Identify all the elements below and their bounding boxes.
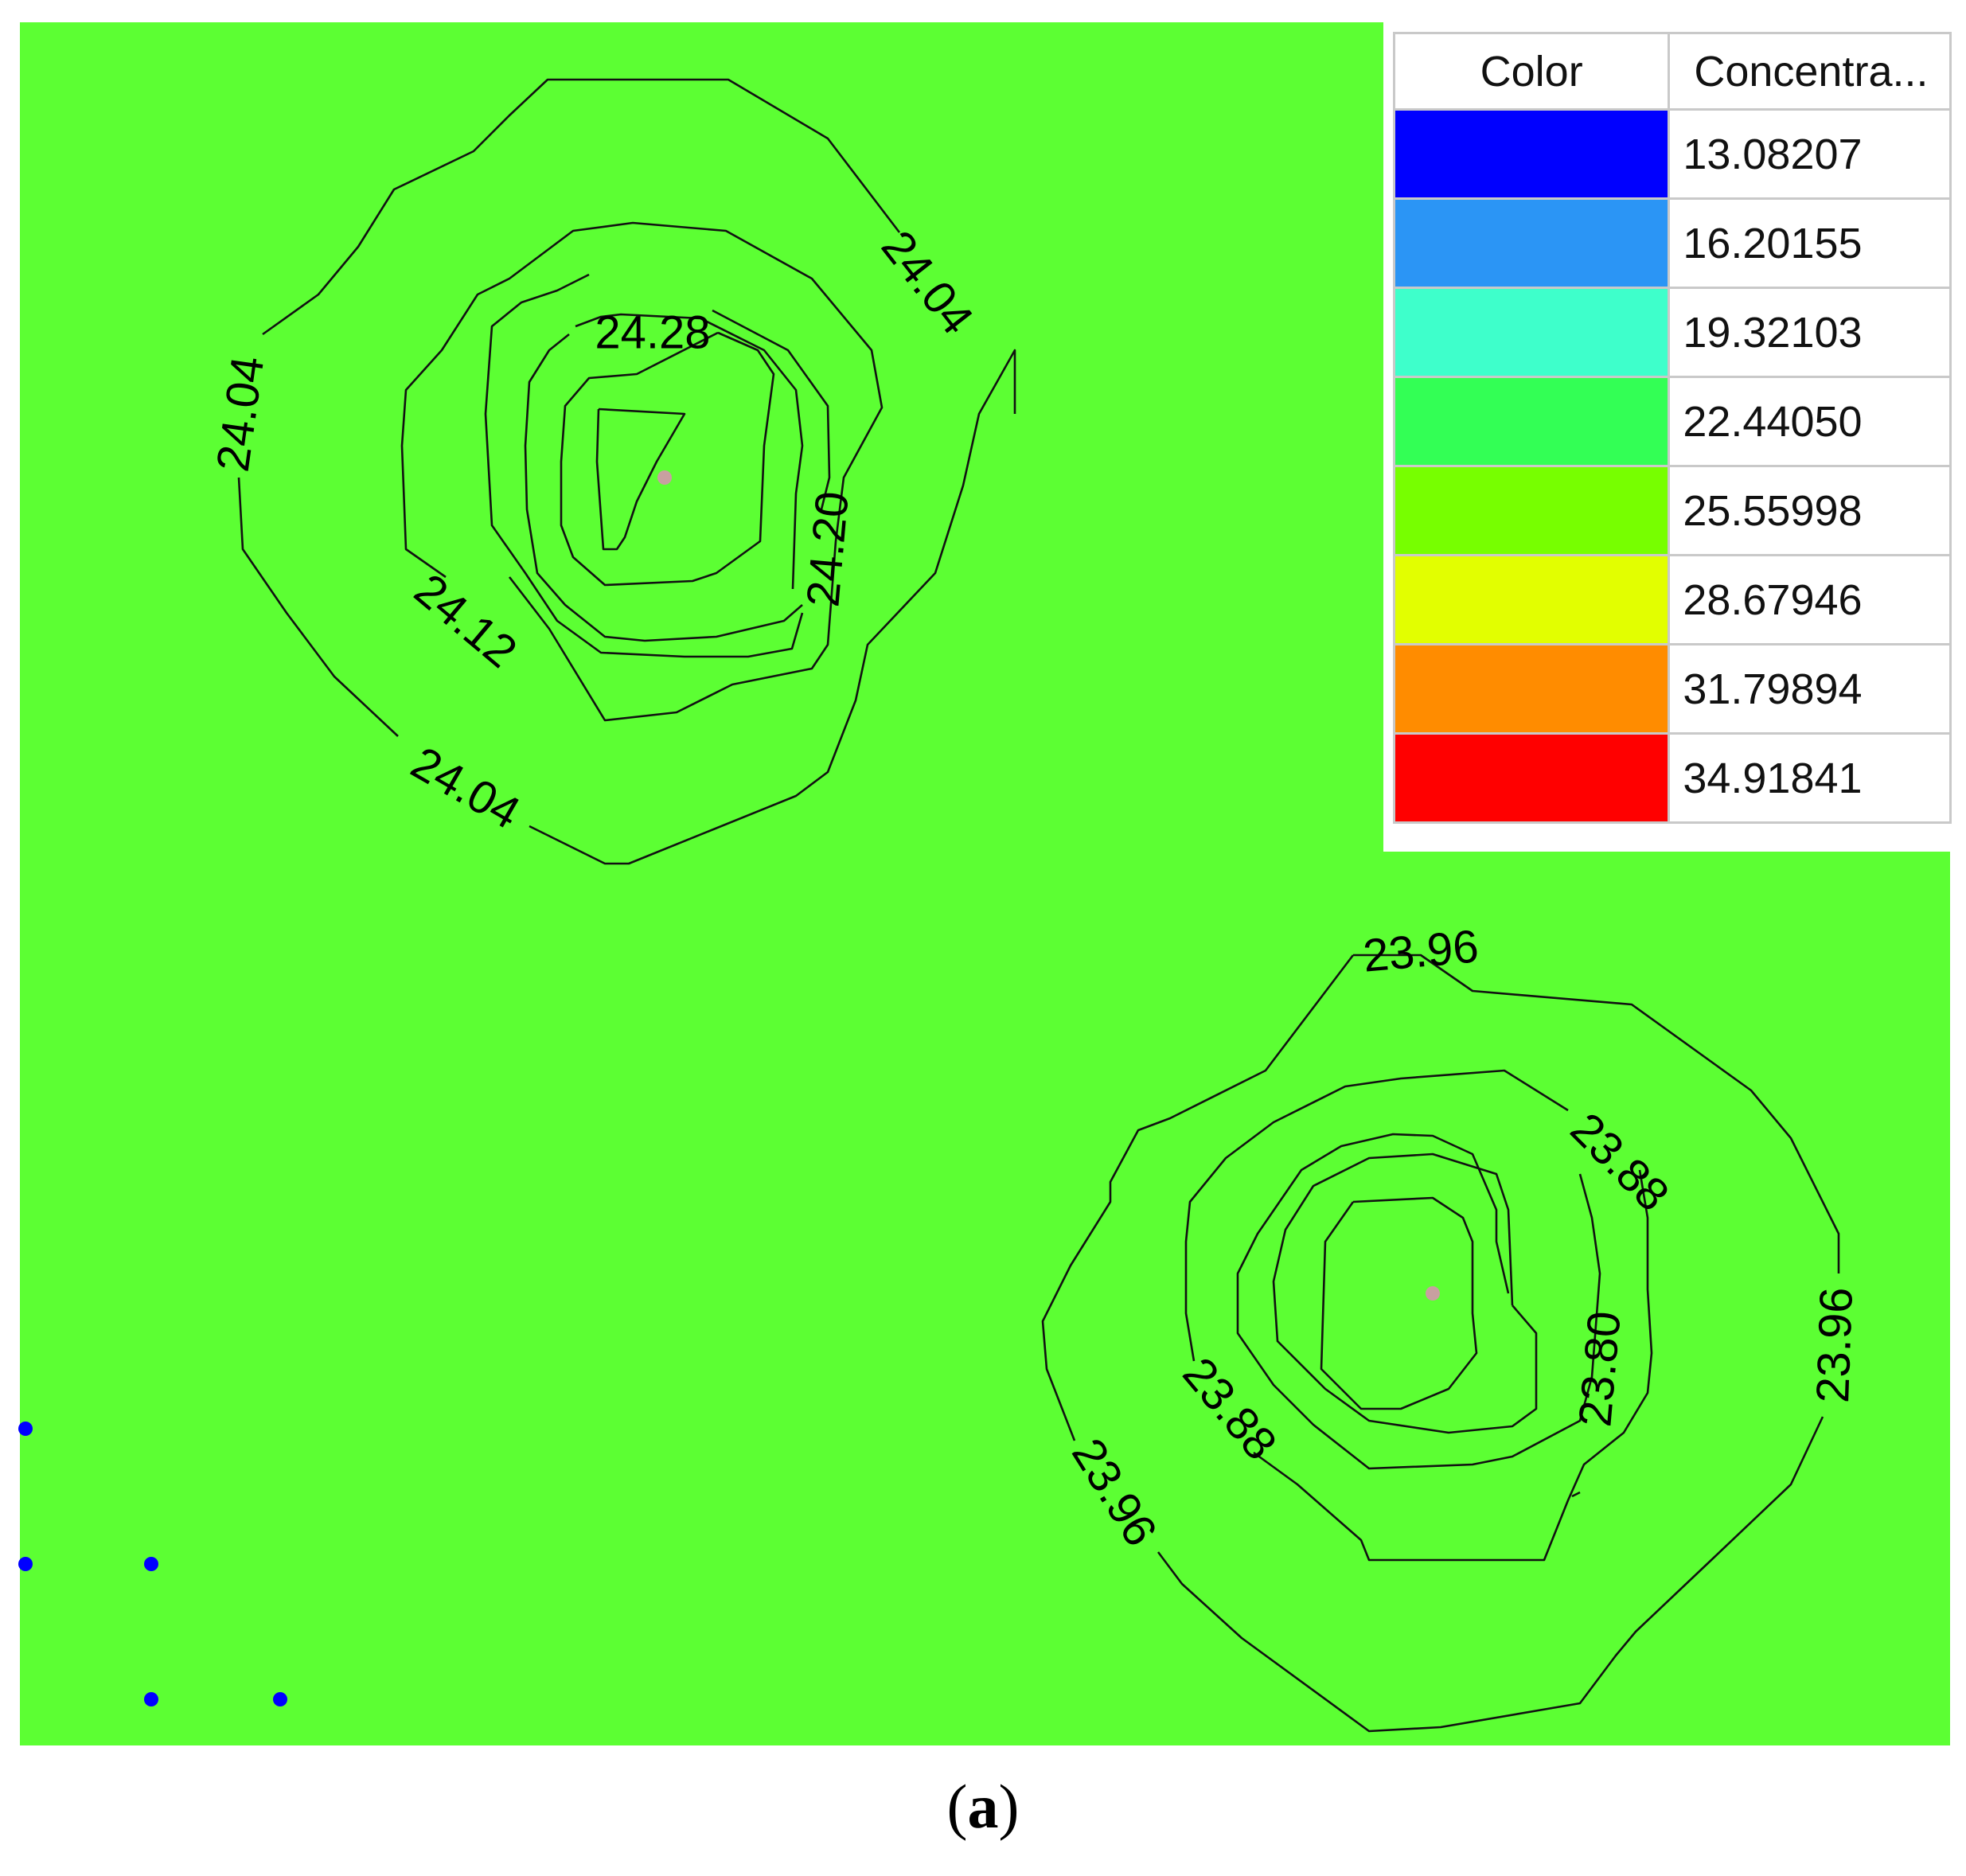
legend-row[interactable]: 13.08207 [1392, 108, 1952, 200]
legend-color-swatch [1392, 108, 1671, 200]
legend-header-row: Color Concentra... [1392, 32, 1952, 111]
contour-line-a-6 [595, 408, 686, 551]
contour-line-b-2 [1184, 1069, 1653, 1562]
legend-table: Color Concentra... 13.08207 16.20155 19.32… [1392, 32, 1952, 824]
caption-letter: a [967, 1772, 999, 1841]
contour-line-a-outer [237, 78, 1016, 865]
figure-caption: (a) [0, 1771, 1966, 1843]
legend-color-swatch [1392, 197, 1671, 289]
contour-line-b-3 [1236, 1133, 1601, 1498]
contour-label: 24.20 [797, 489, 858, 609]
contour-line-a-3b [712, 309, 831, 510]
contour-line-a-4b [524, 333, 803, 642]
legend-concentration-value: 25.55998 [1668, 465, 1952, 556]
legend-row[interactable]: 31.79894 [1392, 643, 1952, 735]
contour-label: 24.28 [595, 307, 710, 359]
contour-line-a-2 [400, 221, 884, 722]
legend-row[interactable]: 22.44050 [1392, 376, 1952, 467]
contour-line-b-outer [1041, 954, 1840, 1733]
legend-concentration-value: 22.44050 [1668, 376, 1952, 467]
legend-color-swatch [1392, 643, 1671, 735]
legend-color-swatch [1392, 376, 1671, 467]
caption-close-paren: ) [998, 1772, 1020, 1841]
legend-concentration-value: 34.91841 [1668, 732, 1952, 824]
contour-line-b-4 [1272, 1153, 1538, 1434]
legend-concentration-value: 13.08207 [1668, 108, 1952, 200]
legend-header-concentration[interactable]: Concentra... [1668, 32, 1952, 111]
contour-line-a-5 [560, 331, 775, 587]
legend-color-swatch [1392, 465, 1671, 556]
legend-concentration-value: 19.32103 [1668, 287, 1952, 378]
contour-line-a-4 [575, 313, 804, 590]
legend-row[interactable]: 28.67946 [1392, 554, 1952, 645]
observation-point [273, 1692, 287, 1706]
contour-line-a-3 [484, 273, 804, 658]
observation-point [144, 1557, 158, 1571]
legend-concentration-value: 31.79894 [1668, 643, 1952, 735]
legend-color-swatch [1392, 732, 1671, 824]
legend-color-swatch [1392, 287, 1671, 378]
legend-row[interactable]: 34.91841 [1392, 732, 1952, 824]
source-point [657, 470, 672, 485]
contour-line-b-5 [1320, 1196, 1478, 1410]
legend-header-color[interactable]: Color [1392, 32, 1671, 111]
observation-point [144, 1692, 158, 1706]
observation-point [18, 1557, 33, 1571]
source-point [1426, 1286, 1440, 1301]
contour-label: 23.80 [1569, 1309, 1630, 1429]
legend-row[interactable]: 16.20155 [1392, 197, 1952, 289]
legend-concentration-value: 28.67946 [1668, 554, 1952, 645]
contour-label: 23.96 [1361, 920, 1480, 981]
caption-open-paren: ( [946, 1772, 968, 1841]
observation-point [18, 1422, 33, 1436]
legend-row[interactable]: 19.32103 [1392, 287, 1952, 378]
legend-concentration-value: 16.20155 [1668, 197, 1952, 289]
legend-row[interactable]: 25.55998 [1392, 465, 1952, 556]
legend-color-swatch [1392, 554, 1671, 645]
color-legend: Color Concentra... 13.08207 16.20155 19.32… [1383, 22, 1952, 852]
contour-label: 23.96 [1807, 1286, 1863, 1403]
